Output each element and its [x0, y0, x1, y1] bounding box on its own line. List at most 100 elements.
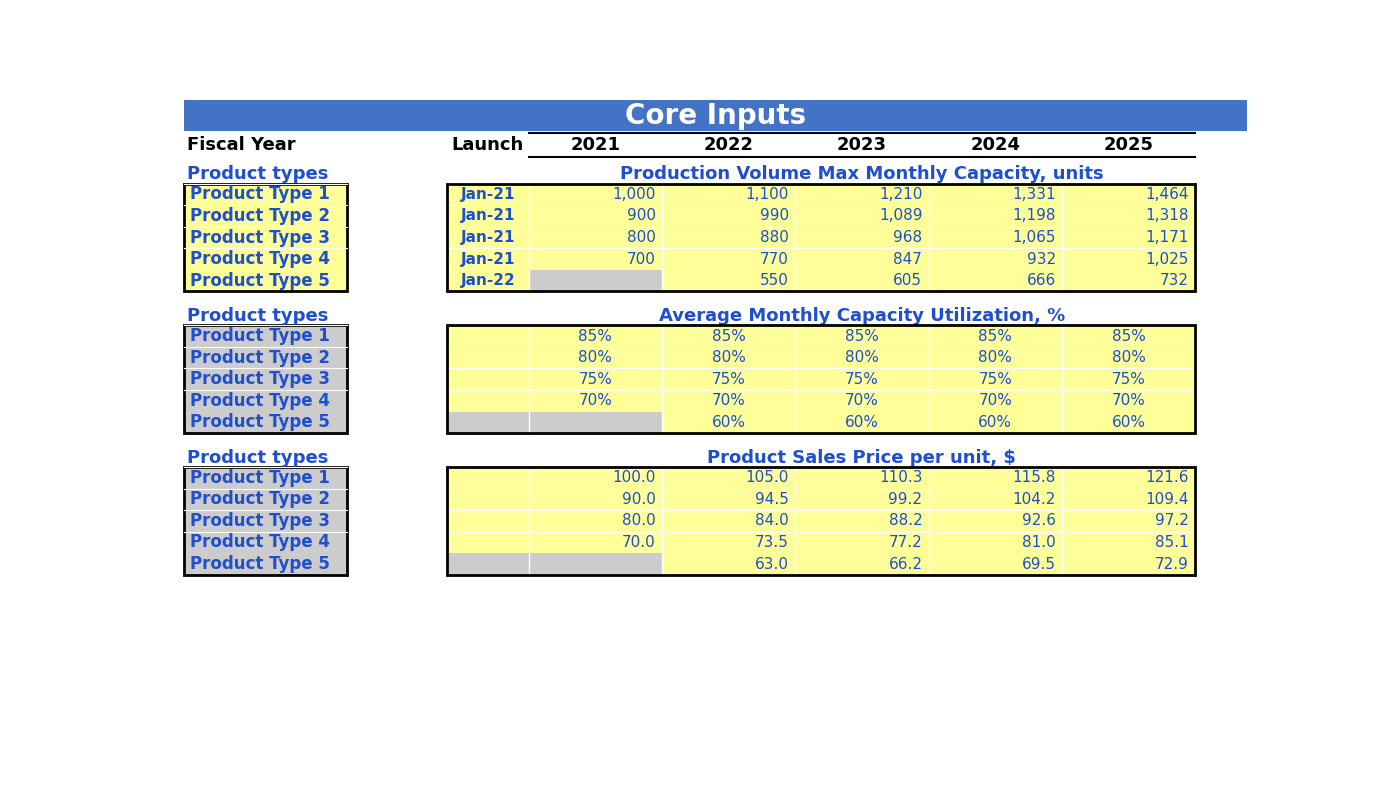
Bar: [447, 347, 529, 369]
Bar: [1062, 553, 1195, 575]
Text: 85%: 85%: [712, 329, 745, 343]
Bar: [1062, 369, 1195, 390]
Text: 80%: 80%: [712, 350, 745, 365]
Bar: [529, 205, 662, 226]
Bar: [1062, 184, 1195, 205]
Text: 115.8: 115.8: [1012, 470, 1055, 485]
Bar: [447, 325, 529, 347]
Text: Product Type 2: Product Type 2: [190, 349, 329, 366]
Text: Product Type 3: Product Type 3: [190, 229, 329, 247]
Text: Jan-21: Jan-21: [461, 252, 515, 266]
Text: 85%: 85%: [1111, 329, 1146, 343]
Bar: [447, 369, 529, 390]
Text: 92.6: 92.6: [1022, 513, 1055, 528]
Bar: [1062, 347, 1195, 369]
Text: 80%: 80%: [845, 350, 879, 365]
Text: 70%: 70%: [712, 393, 745, 408]
Bar: [796, 325, 928, 347]
Bar: [529, 489, 662, 510]
Text: Product Type 4: Product Type 4: [190, 391, 329, 410]
Bar: [662, 248, 796, 270]
Bar: [928, 553, 1062, 575]
Text: Product types: Product types: [187, 449, 328, 467]
Bar: [662, 205, 796, 226]
Text: 1,464: 1,464: [1146, 187, 1189, 202]
Text: 70%: 70%: [845, 393, 879, 408]
Bar: [1062, 270, 1195, 292]
Text: 968: 968: [893, 230, 923, 245]
Bar: [796, 467, 928, 489]
Text: 104.2: 104.2: [1012, 492, 1055, 507]
Text: 109.4: 109.4: [1146, 492, 1189, 507]
Text: Launch: Launch: [452, 136, 524, 154]
Bar: [928, 369, 1062, 390]
Bar: [1062, 412, 1195, 433]
Text: 60%: 60%: [1111, 415, 1146, 430]
Text: 666: 666: [1026, 274, 1055, 288]
Bar: [796, 205, 928, 226]
Bar: [447, 325, 1195, 433]
Text: Product types: Product types: [187, 165, 328, 183]
Text: 80%: 80%: [578, 350, 613, 365]
Text: 770: 770: [761, 252, 789, 266]
Bar: [662, 412, 796, 433]
Bar: [662, 184, 796, 205]
Bar: [1062, 467, 1195, 489]
Text: 85%: 85%: [845, 329, 879, 343]
Text: 900: 900: [627, 208, 656, 223]
Text: 990: 990: [759, 208, 789, 223]
Text: 94.5: 94.5: [755, 492, 789, 507]
Text: 75%: 75%: [1111, 372, 1146, 387]
Text: Fiscal Year: Fiscal Year: [187, 136, 296, 154]
Bar: [529, 510, 662, 531]
Text: 70.0: 70.0: [623, 535, 656, 550]
Bar: [796, 347, 928, 369]
Text: Jan-21: Jan-21: [461, 187, 515, 202]
Bar: [529, 553, 662, 575]
Text: 932: 932: [1026, 252, 1055, 266]
Bar: [662, 489, 796, 510]
Text: 70%: 70%: [578, 393, 613, 408]
Bar: [662, 390, 796, 412]
Text: 2023: 2023: [838, 136, 886, 154]
Text: Product Type 5: Product Type 5: [190, 272, 329, 290]
Text: 732: 732: [1160, 274, 1189, 288]
Text: Product Type 4: Product Type 4: [190, 534, 329, 552]
Bar: [447, 467, 1195, 575]
Text: 88.2: 88.2: [889, 513, 923, 528]
Text: 1,089: 1,089: [879, 208, 923, 223]
Bar: [1062, 390, 1195, 412]
Bar: [928, 531, 1062, 553]
Bar: [662, 369, 796, 390]
Bar: [928, 205, 1062, 226]
Bar: [529, 390, 662, 412]
Text: 80.0: 80.0: [623, 513, 656, 528]
Bar: [662, 531, 796, 553]
Text: 70%: 70%: [979, 393, 1012, 408]
Bar: [928, 184, 1062, 205]
Text: 105.0: 105.0: [745, 470, 789, 485]
Text: Product Type 3: Product Type 3: [190, 512, 329, 530]
Bar: [529, 467, 662, 489]
Text: 97.2: 97.2: [1154, 513, 1189, 528]
Bar: [447, 270, 529, 292]
Text: 60%: 60%: [845, 415, 879, 430]
Text: 69.5: 69.5: [1022, 556, 1055, 571]
Text: 1,210: 1,210: [879, 187, 923, 202]
Bar: [662, 510, 796, 531]
Bar: [796, 510, 928, 531]
Text: 2025: 2025: [1103, 136, 1153, 154]
Text: 550: 550: [761, 274, 789, 288]
Text: 85.1: 85.1: [1156, 535, 1189, 550]
Text: 80%: 80%: [1111, 350, 1146, 365]
Bar: [447, 412, 529, 433]
Text: Product Type 5: Product Type 5: [190, 413, 329, 432]
Bar: [447, 553, 529, 575]
Bar: [928, 347, 1062, 369]
Text: Product Sales Price per unit, $: Product Sales Price per unit, $: [708, 449, 1016, 467]
Bar: [447, 248, 529, 270]
Bar: [1062, 531, 1195, 553]
Bar: [662, 467, 796, 489]
Text: 1,065: 1,065: [1012, 230, 1055, 245]
Text: 2022: 2022: [704, 136, 754, 154]
